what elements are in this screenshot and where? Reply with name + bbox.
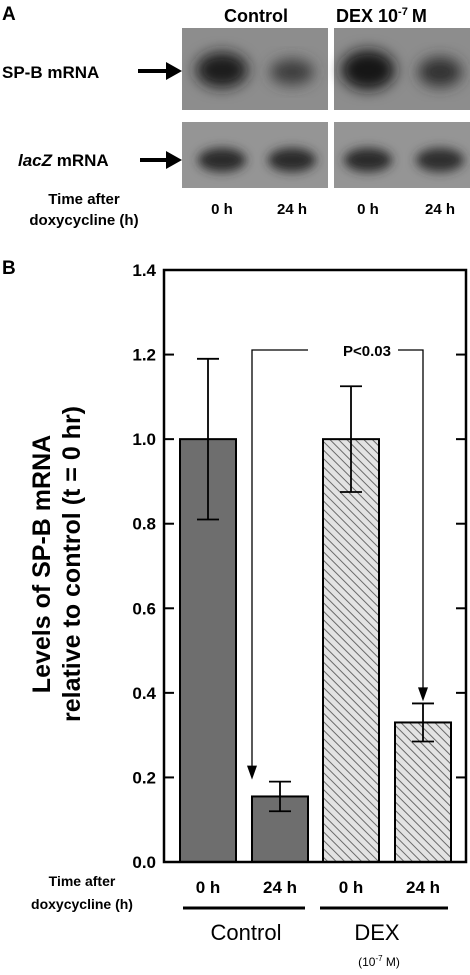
y-tick-label: 0.2: [132, 768, 156, 787]
y-tick-label: 1.0: [132, 430, 156, 449]
y-tick-label: 1.4: [132, 261, 156, 280]
bar: [322, 438, 380, 863]
significance-bracket: [247, 349, 428, 780]
y-axis-label-line-1: Levels of SP-B mRNA: [28, 435, 56, 693]
y-tick-label: 0.8: [132, 515, 156, 534]
bar: [394, 721, 452, 864]
panel-b-label: B: [2, 258, 16, 279]
panel-a-time-label-1: Time after: [48, 191, 120, 208]
band-lacz-control-24h: [268, 148, 316, 172]
panel-a-label: A: [2, 4, 16, 25]
panel-b-time-label-1: Time after: [49, 873, 116, 889]
row-label-lacz: lacZ mRNA: [18, 151, 109, 170]
significance-label: P<0.03: [343, 343, 391, 360]
error-bars: [197, 357, 434, 813]
band-spb-control-0h: [196, 52, 248, 88]
y-axis-label-line-2: relative to control (t = 0 hr): [58, 406, 86, 722]
x-tick-label: 0 h: [339, 878, 364, 897]
panel-b-time-label-2: doxycycline (h): [31, 896, 133, 912]
y-tick-label: 0.0: [132, 853, 156, 872]
blot-lane-label: 24 h: [277, 201, 307, 218]
panel-a-time-label-2: doxycycline (h): [29, 212, 138, 229]
x-tick-label: 0 h: [196, 878, 221, 897]
y-axis-ticks: 0.0 0.2 0.4 0.6 0.8 1.0 1.2 1.4: [132, 261, 466, 872]
blot-lacz-dex: [334, 122, 470, 188]
y-tick-label: 0.4: [132, 684, 156, 703]
blot-sp-b-dex: [334, 28, 470, 110]
x-group-dex-note: (10-7 M): [358, 954, 400, 969]
blot-lane-label: 24 h: [425, 201, 455, 218]
band-lacz-dex-24h: [416, 148, 464, 172]
x-axis-categories: 0 h 24 h 0 h 24 h: [196, 878, 440, 897]
band-spb-dex-24h: [418, 57, 462, 87]
row-label-sp-b: SP-B mRNA: [2, 63, 99, 82]
arrow-down-icon: [247, 765, 257, 780]
bar-series: [179, 438, 452, 864]
blot-lane-label: 0 h: [357, 201, 379, 218]
band-spb-control-24h: [270, 59, 314, 85]
x-group-dex: DEX: [354, 920, 400, 945]
blot-group-dex: DEX 10-7 M: [336, 6, 427, 26]
plot-frame: [162, 268, 468, 864]
band-lacz-control-0h: [198, 148, 246, 172]
y-tick-label: 0.6: [132, 599, 156, 618]
band-lacz-dex-0h: [344, 148, 392, 172]
band-spb-dex-0h: [341, 50, 395, 90]
x-group-control: Control: [211, 920, 282, 945]
y-tick-label: 1.2: [132, 346, 156, 365]
arrow-sp-b-icon: [138, 62, 182, 80]
blot-lacz-control: [182, 122, 328, 188]
arrow-down-icon: [418, 687, 428, 702]
x-tick-label: 24 h: [406, 878, 440, 897]
blot-lane-label: 0 h: [211, 201, 233, 218]
arrow-lacz-icon: [140, 151, 182, 169]
x-tick-label: 24 h: [263, 878, 297, 897]
blot-sp-b-control: [182, 28, 328, 110]
blot-group-control: Control: [224, 6, 288, 26]
